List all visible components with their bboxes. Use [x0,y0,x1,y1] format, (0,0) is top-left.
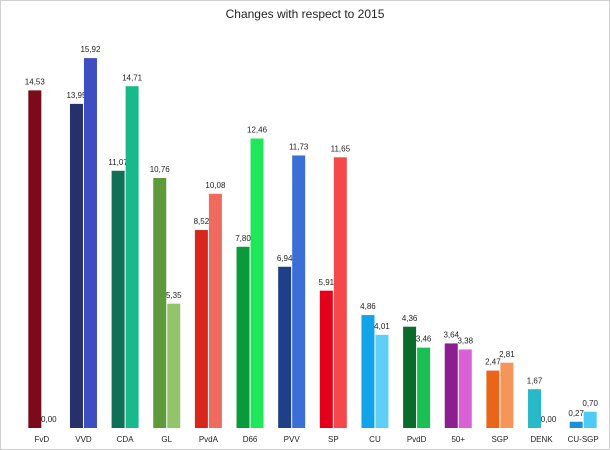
data-label: 10,08 [205,181,226,190]
x-tick-label: CU [369,435,381,444]
bar [153,177,167,428]
x-tick-label: CDA [117,435,135,444]
data-label: 4,86 [360,302,376,311]
bar [500,362,514,428]
x-tick-label: SGP [491,435,508,444]
bar [528,389,542,428]
data-label: 3,46 [416,335,432,344]
bar [486,370,500,428]
data-label: 15,92 [80,45,101,54]
bar [375,334,389,428]
data-label: 2,47 [485,358,501,367]
x-tick-label: DENK [530,435,553,444]
bar [167,303,181,428]
chart-title: Changes with respect to 2015 [226,7,385,21]
data-label: 11,07 [108,158,128,167]
x-tick-label: VVD [75,435,92,444]
bar [361,315,375,428]
data-label: 0,27 [568,409,584,418]
data-label: 4,01 [374,322,390,331]
bar [319,290,333,428]
bar [83,58,97,428]
bar [569,421,583,428]
data-label: 14,71 [122,73,143,82]
bar [403,326,417,428]
data-label: 8,52 [194,217,210,226]
data-label: 5,35 [166,291,182,300]
data-label: 10,76 [150,165,171,174]
data-label: 1,67 [527,376,543,385]
x-tick-label: PVV [284,435,301,444]
data-label: 4,36 [402,314,418,323]
bar [28,90,42,428]
bar [444,343,458,428]
bar [583,411,597,428]
data-label: 0,00 [541,415,557,424]
bar [417,347,431,428]
data-label: 11,65 [331,144,351,153]
bar [208,193,222,428]
data-label: 12,46 [247,126,268,135]
x-tick-label: D66 [243,435,258,444]
bar [125,86,139,428]
data-label: 6,94 [277,254,293,263]
x-tick-label: SP [328,435,339,444]
x-tick-label: PvdA [199,435,219,444]
data-label: 5,91 [319,278,335,287]
data-label: 11,73 [289,143,309,152]
x-tick-label: GL [161,435,172,444]
data-label: 3,64 [443,331,459,340]
bar [69,103,83,428]
x-tick-label: FvD [34,435,49,444]
bar [194,230,208,428]
bar [458,349,472,428]
data-label: 2,81 [499,350,515,359]
data-label: 0,70 [582,399,598,408]
data-label: 3,38 [457,337,473,346]
x-tick-label: CU-SGP [568,435,599,444]
bar [111,170,125,429]
x-tick-label: 50+ [451,435,465,444]
bar [292,155,306,428]
bar [333,157,347,428]
data-label: 14,53 [25,78,46,87]
data-label: 0,00 [41,415,57,424]
data-label: 13,95 [66,91,87,100]
data-label: 7,80 [235,234,251,243]
bar [236,246,250,428]
x-tick-label: PvdD [407,435,427,444]
bar [278,266,292,428]
bar [250,138,264,429]
